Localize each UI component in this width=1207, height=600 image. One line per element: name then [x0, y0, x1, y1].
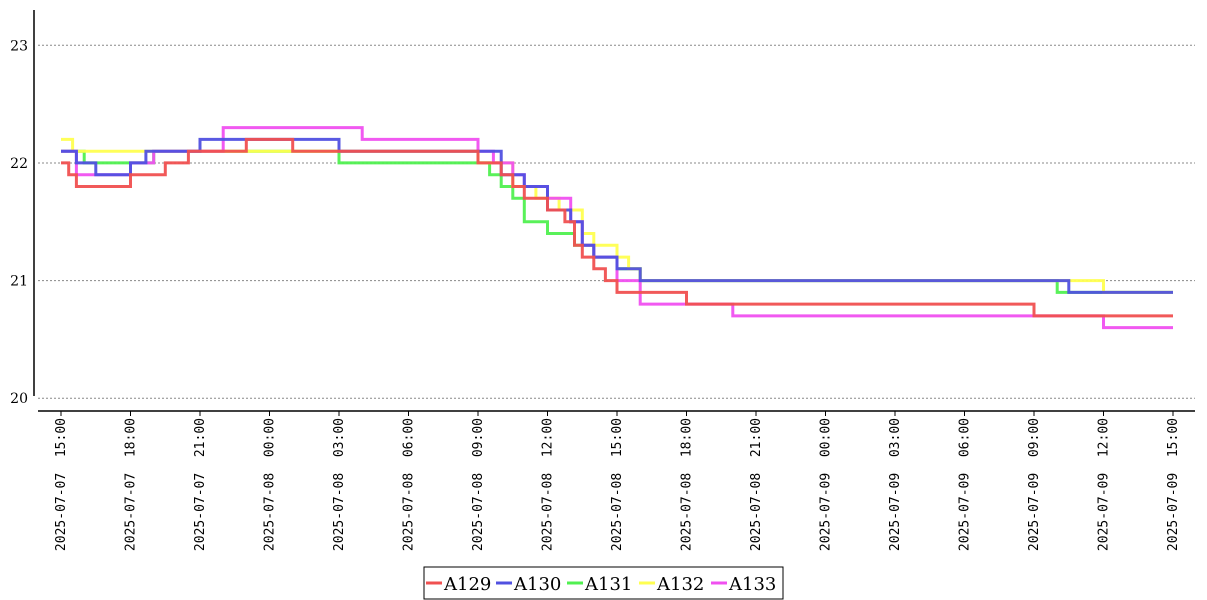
x-tick-label: 2025-07-08 18:00 — [680, 418, 695, 551]
axes — [33, 10, 1195, 416]
x-tick-label: 2025-07-09 15:00 — [1166, 418, 1181, 551]
x-tick-label: 2025-07-07 15:00 — [54, 418, 69, 551]
x-tick-label: 2025-07-08 00:00 — [263, 418, 278, 551]
x-tick-label: 2025-07-08 09:00 — [471, 418, 486, 551]
legend-label-a131: A131 — [584, 574, 632, 595]
grid-lines — [38, 44, 1195, 399]
y-tick-label: 22 — [10, 156, 28, 172]
legend-label-a133: A133 — [728, 574, 776, 595]
y-tick-label: 20 — [10, 391, 28, 407]
x-tick-label: 2025-07-09 09:00 — [1027, 418, 1042, 551]
y-tick-labels: 20 21 22 23 — [10, 38, 28, 407]
series-line-a133 — [61, 126, 1173, 330]
legend-label-a129: A129 — [443, 574, 491, 595]
series-line-a129 — [61, 137, 1173, 318]
x-tick-label: 2025-07-09 06:00 — [958, 418, 973, 551]
x-tick-label: 2025-07-08 03:00 — [332, 418, 347, 551]
x-tick-labels: 2025-07-07 15:00 2025-07-07 18:00 2025-07-… — [54, 418, 1181, 551]
x-tick-label: 2025-07-08 21:00 — [749, 418, 764, 551]
x-tick-label: 2025-07-07 21:00 — [193, 418, 208, 551]
series-line-a130 — [61, 137, 1173, 294]
x-tick-label: 2025-07-08 06:00 — [402, 418, 417, 551]
legend-label-a130: A130 — [513, 574, 561, 595]
legend: A129 A130 A131 A132 A133 — [423, 566, 784, 600]
y-tick-label: 23 — [10, 38, 28, 54]
x-tick-label: 2025-07-09 00:00 — [819, 418, 834, 551]
x-tick-label: 2025-07-07 18:00 — [124, 418, 139, 551]
x-tick-label: 2025-07-09 12:00 — [1097, 418, 1112, 551]
y-tick-label: 21 — [10, 274, 28, 290]
legend-label-a132: A132 — [656, 574, 704, 595]
x-tick-label: 2025-07-08 15:00 — [610, 418, 625, 551]
series-lines — [61, 126, 1173, 330]
x-tick-label: 2025-07-09 03:00 — [888, 418, 903, 551]
x-tick-label: 2025-07-08 12:00 — [541, 418, 556, 551]
